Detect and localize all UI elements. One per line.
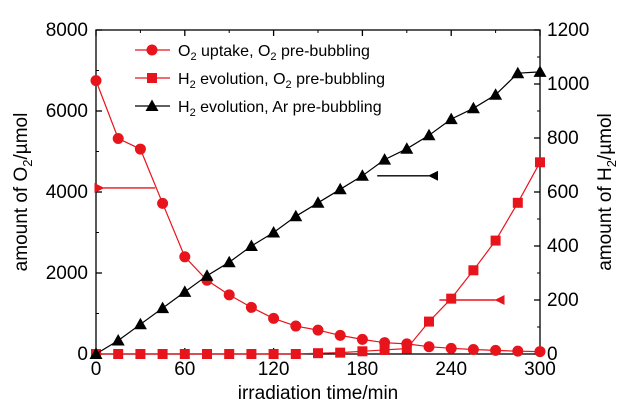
- left-y-axis: 0 2000 4000 6000 8000: [46, 20, 102, 365]
- x-tick-label: 120: [258, 359, 290, 380]
- right-y-tick-label: 400: [547, 236, 579, 257]
- series-3-point: [89, 347, 103, 359]
- series-2-point: [468, 265, 479, 276]
- series-1-point: [534, 346, 546, 358]
- series-3-point: [533, 65, 547, 77]
- right-y-axis-title: amount of H2/µmol: [595, 113, 619, 271]
- series-2-point: [379, 344, 390, 355]
- legend-entry-2: H2 evolution, O2 pre-bubbling: [135, 71, 385, 91]
- series-1-point: [356, 333, 368, 345]
- series-3-point: [400, 142, 414, 154]
- series-1-point: [179, 251, 191, 263]
- legend-marker: [146, 44, 158, 56]
- legend-entry-3: H2 evolution, Ar pre-bubbling: [135, 99, 382, 119]
- series-1-point: [112, 133, 124, 145]
- legend-label: H2 evolution, O2 pre-bubbling: [178, 71, 385, 91]
- series-3-point: [333, 182, 347, 195]
- series-2-point: [535, 157, 545, 168]
- series-2-point: [113, 349, 124, 359]
- series-3-point: [267, 226, 281, 238]
- legend-label: H2 evolution, Ar pre-bubbling: [178, 99, 382, 119]
- x-tick-label: 300: [524, 359, 556, 380]
- series-1-point: [245, 301, 257, 313]
- x-tick-label: 240: [435, 359, 467, 380]
- right-y-tick-label: 0: [547, 344, 558, 365]
- right-y-axis: 0 200 400 600 800 1000 1200: [534, 20, 589, 365]
- right-y-tick-label: 1000: [547, 74, 589, 95]
- series-3-point: [466, 101, 480, 114]
- series-3-point: [156, 301, 170, 314]
- right-y-tick-label: 1200: [547, 20, 589, 41]
- series-1-point: [445, 342, 457, 354]
- right-y-tick-label: 800: [547, 128, 579, 149]
- series-layer: [89, 65, 547, 359]
- left-y-tick-label: 0: [77, 344, 88, 365]
- series-1-point: [490, 344, 502, 356]
- series-2-point: [179, 349, 190, 359]
- series-1-point: [334, 329, 346, 341]
- series-3-point: [178, 285, 192, 297]
- series-3-point: [489, 88, 503, 100]
- series-3-point: [422, 128, 436, 141]
- left-y-tick-label: 6000: [46, 101, 88, 122]
- legend-label: O2 uptake, O2 pre-bubbling: [178, 43, 370, 63]
- series-1-point: [90, 75, 102, 87]
- series-3-point: [511, 66, 525, 79]
- legend: O2 uptake, O2 pre-bubbling H2 evolution, …: [135, 43, 385, 119]
- left-y-axis-title: amount of O2/µmol: [11, 113, 35, 272]
- series-3-point: [200, 269, 214, 281]
- series-2: [91, 157, 545, 359]
- legend-marker: [145, 99, 159, 111]
- left-y-tick-label: 2000: [46, 263, 88, 284]
- series-2-point: [446, 293, 457, 304]
- x-tick-label: 0: [91, 359, 102, 380]
- series-3-point: [355, 169, 369, 181]
- series-1-point: [423, 341, 435, 353]
- series-2-point: [290, 349, 301, 359]
- series-2-point: [135, 349, 146, 359]
- right-y-tick-label: 200: [547, 290, 579, 311]
- left-y-tick-label: 8000: [46, 20, 88, 41]
- series-2-point: [357, 346, 368, 357]
- annotation-layer: [94, 170, 505, 305]
- series-2-point: [401, 343, 412, 354]
- series-3-point: [311, 196, 325, 208]
- series-2-point: [490, 235, 501, 246]
- series-2-point: [224, 349, 235, 359]
- series-3-point: [133, 317, 147, 330]
- series-2-point: [202, 349, 212, 359]
- series-1-point: [512, 345, 524, 357]
- x-tick-label: 60: [174, 359, 195, 380]
- series-3: [89, 65, 547, 359]
- series-2-point: [157, 349, 168, 359]
- series-3-point: [378, 153, 392, 165]
- x-tick-label: 180: [347, 359, 379, 380]
- series-3-point: [444, 112, 458, 125]
- series-3-point: [289, 209, 303, 222]
- series-3-point: [222, 255, 236, 268]
- series-2-point: [268, 349, 279, 359]
- series-1-point: [268, 312, 280, 324]
- series-1-point: [134, 143, 146, 155]
- series-2-point: [335, 347, 346, 358]
- series-2-point: [512, 197, 523, 208]
- x-axis-title: irradiation time/min: [238, 383, 399, 404]
- series-2-point: [313, 348, 323, 359]
- series-3-point: [111, 334, 125, 346]
- series-2-point: [424, 316, 434, 327]
- series-2-point: [246, 349, 257, 359]
- series-1-point: [290, 320, 302, 332]
- series-1: [90, 75, 546, 358]
- right-y-tick-label: 600: [547, 182, 579, 203]
- legend-marker: [147, 73, 157, 83]
- series-1-point: [157, 197, 169, 209]
- series-1-point: [223, 289, 235, 301]
- series-1-point: [312, 324, 324, 336]
- series-1-point: [467, 344, 479, 356]
- legend-entry-1: O2 uptake, O2 pre-bubbling: [135, 43, 370, 63]
- series-3-point: [244, 239, 258, 251]
- left-y-tick-label: 4000: [46, 182, 88, 203]
